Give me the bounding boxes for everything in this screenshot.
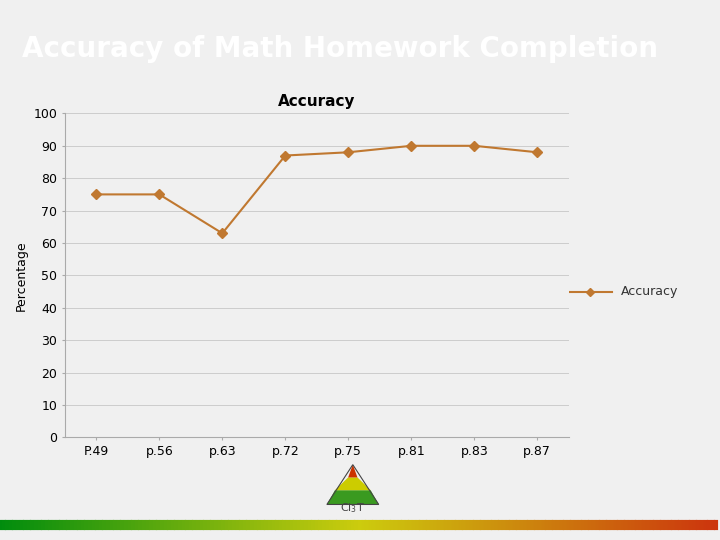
Text: Ci$_3$T: Ci$_3$T — [341, 501, 365, 515]
Y-axis label: Percentage: Percentage — [14, 240, 28, 310]
Text: Accuracy: Accuracy — [621, 285, 678, 298]
Polygon shape — [335, 477, 371, 490]
Polygon shape — [348, 464, 357, 477]
Text: Accuracy of Math Homework Completion: Accuracy of Math Homework Completion — [22, 35, 657, 63]
Title: Accuracy: Accuracy — [278, 94, 356, 110]
Polygon shape — [327, 490, 379, 504]
